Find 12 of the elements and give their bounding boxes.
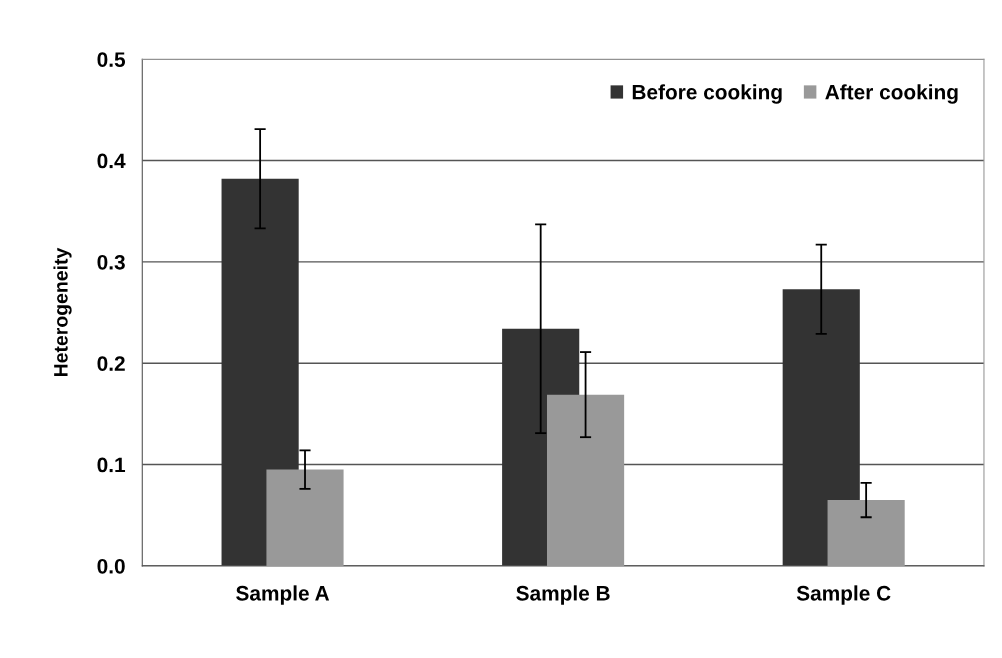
y-axis-title: Heterogeneity [53,247,72,377]
x-tick-label: Sample C [796,585,891,605]
x-tick-label: Sample B [516,585,610,605]
legend-label: After cooking [825,84,958,104]
legend-label: Before cooking [632,84,782,104]
y-tick-label: 0.3 [97,254,125,270]
x-tick-label: Sample A [236,585,330,605]
y-tick-label: 0.4 [97,153,126,169]
y-tick-label: 0.0 [97,558,125,574]
y-tick-label: 0.5 [97,52,126,67]
y-tick-label: 0.1 [97,457,126,473]
y-tick-label: 0.2 [97,356,125,371]
